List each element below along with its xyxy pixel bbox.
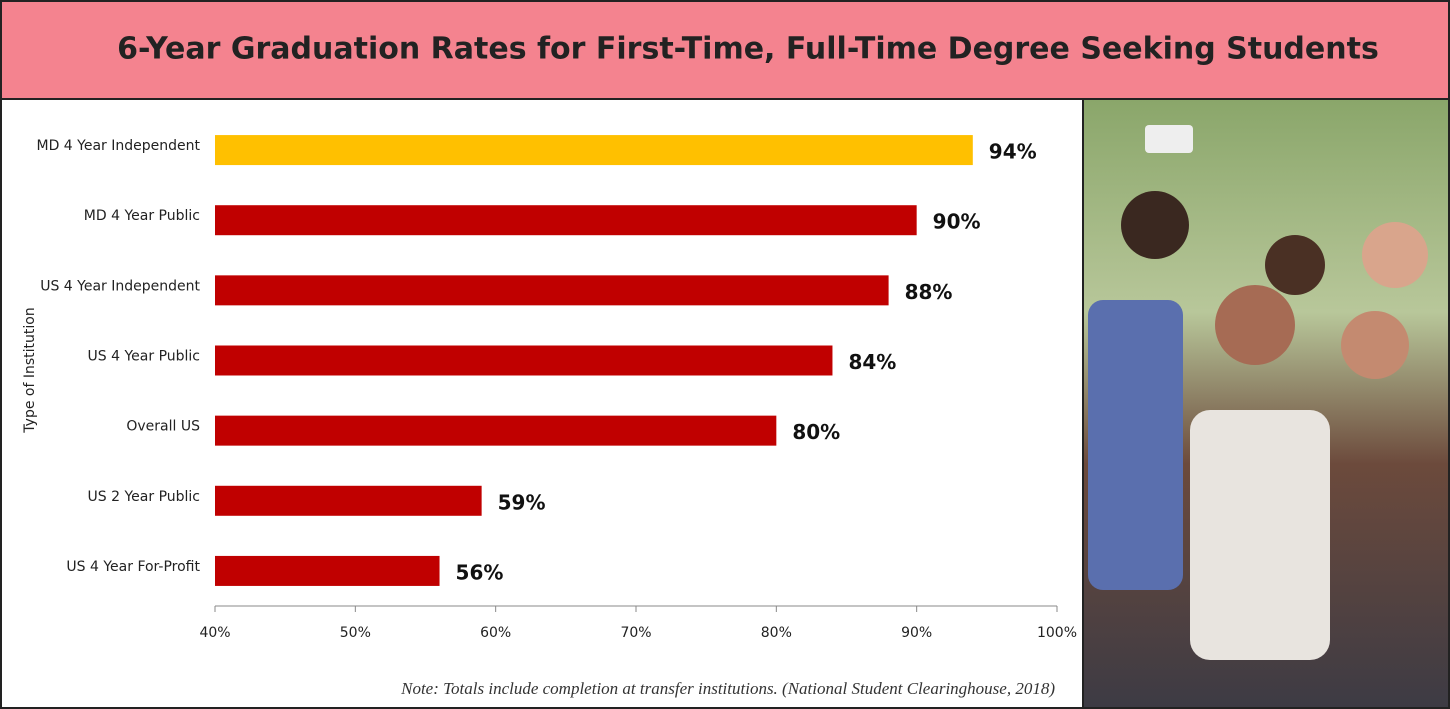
x-tick-label: 40% [199, 625, 230, 641]
y-tick-label: US 2 Year Public [88, 489, 200, 505]
y-tick-label: US 4 Year Independent [40, 278, 200, 294]
y-tick-label: MD 4 Year Public [84, 208, 200, 224]
y-tick-label: US 4 Year For-Profit [66, 559, 200, 575]
header-band [0, 0, 1450, 100]
bar [215, 415, 777, 446]
y-tick-label: Overall US [126, 419, 200, 435]
bar [215, 485, 482, 516]
photo-person [1121, 191, 1189, 259]
bar [215, 275, 889, 306]
photo-person [1265, 235, 1325, 295]
x-tick-label: 100% [1037, 625, 1077, 641]
photo [1082, 98, 1450, 709]
photo-person [1362, 222, 1428, 288]
x-tick-label: 90% [901, 625, 932, 641]
x-tick-label: 80% [761, 625, 792, 641]
y-axis-title: Type of Institution [22, 307, 38, 433]
data-label: 56% [456, 560, 504, 584]
bar [215, 135, 973, 166]
bar [215, 555, 440, 586]
photo-shirt [1190, 410, 1330, 660]
data-label: 59% [498, 490, 546, 514]
photo-shirt [1088, 300, 1183, 590]
x-tick-label: 70% [620, 625, 651, 641]
bar [215, 205, 917, 236]
data-label: 80% [792, 420, 840, 444]
data-label: 88% [905, 280, 953, 304]
data-label: 84% [848, 350, 896, 374]
data-label: 94% [989, 140, 1037, 164]
y-tick-label: US 4 Year Public [88, 349, 200, 365]
photo-person [1341, 311, 1409, 379]
bar [215, 345, 833, 376]
photo-phone [1145, 125, 1193, 153]
y-tick-label: MD 4 Year Independent [37, 138, 201, 154]
chart-title: 6-Year Graduation Rates for First-Time, … [117, 32, 1379, 67]
x-tick-label: 60% [480, 625, 511, 641]
note: Note: Totals include completion at trans… [400, 679, 1055, 698]
photo-person [1215, 285, 1295, 365]
x-tick-label: 50% [340, 625, 371, 641]
data-label: 90% [933, 210, 981, 234]
